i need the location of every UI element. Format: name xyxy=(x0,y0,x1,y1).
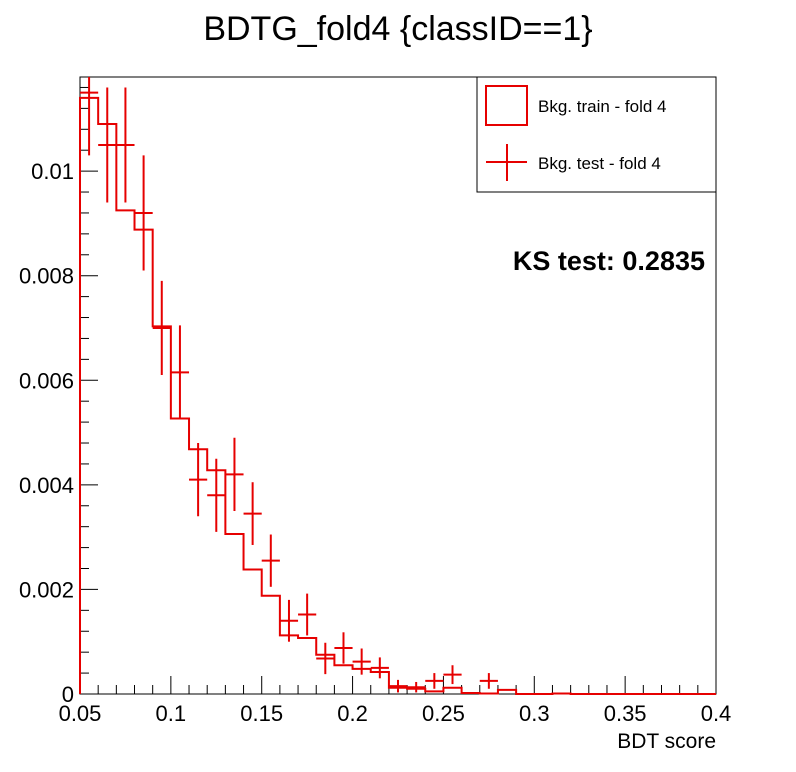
test-point xyxy=(170,325,190,420)
test-point xyxy=(388,679,408,693)
test-point xyxy=(370,657,389,679)
legend-train-swatch xyxy=(485,85,528,126)
test-point xyxy=(298,593,317,636)
legend-box xyxy=(476,76,717,193)
chart-title: BDTG_fold4 {classID==1} xyxy=(203,10,592,48)
test-point xyxy=(407,681,426,693)
train-step-line xyxy=(79,96,716,695)
test-point xyxy=(116,87,135,203)
y-tick-label: 0.004 xyxy=(19,473,74,498)
test-point xyxy=(189,443,208,517)
legend-train-label: Bkg. train - fold 4 xyxy=(538,97,667,116)
test-point xyxy=(316,642,335,675)
test-point xyxy=(352,648,371,675)
y-axis-ticks xyxy=(80,86,98,695)
x-tick-label: 0.1 xyxy=(156,701,187,726)
test-point xyxy=(134,155,153,271)
legend-test-swatch xyxy=(486,144,527,181)
y-tick-label: 0.006 xyxy=(19,368,74,393)
series-test-errorbars xyxy=(80,77,498,693)
x-axis-tick-labels: 0.05 0.1 0.15 0.2 0.25 0.3 0.35 0.4 xyxy=(59,701,732,726)
y-tick-label: 0 xyxy=(62,682,74,707)
test-point xyxy=(443,665,462,685)
y-tick-label: 0.01 xyxy=(31,159,74,184)
x-tick-label: 0.3 xyxy=(519,701,550,726)
test-point xyxy=(152,280,171,376)
y-tick-label: 0.008 xyxy=(19,264,74,289)
y-axis-tick-labels: 0 0.002 0.004 0.006 0.008 0.01 xyxy=(19,159,74,707)
test-point xyxy=(225,437,244,511)
x-tick-label: 0.4 xyxy=(701,701,732,726)
test-point xyxy=(261,534,280,587)
ks-test-annotation: KS test: 0.2835 xyxy=(513,246,705,276)
x-tick-label: 0.25 xyxy=(422,701,465,726)
test-point xyxy=(425,673,444,689)
test-point xyxy=(479,673,498,689)
test-point xyxy=(334,632,353,664)
test-point xyxy=(279,599,299,642)
test-point xyxy=(80,77,99,156)
x-tick-label: 0.35 xyxy=(604,701,647,726)
y-tick-label: 0.002 xyxy=(19,577,74,602)
x-tick-label: 0.15 xyxy=(240,701,283,726)
x-axis-label: BDT score xyxy=(617,730,716,753)
legend-test-label: Bkg. test - fold 4 xyxy=(538,154,661,173)
legend: Bkg. train - fold 4 Bkg. test - fold 4 xyxy=(476,76,717,193)
test-point xyxy=(98,87,117,203)
series-train-step xyxy=(79,96,716,695)
test-point xyxy=(243,482,262,545)
test-point xyxy=(207,458,226,532)
x-tick-label: 0.05 xyxy=(59,701,102,726)
x-tick-label: 0.2 xyxy=(337,701,368,726)
